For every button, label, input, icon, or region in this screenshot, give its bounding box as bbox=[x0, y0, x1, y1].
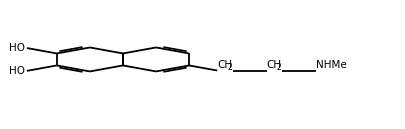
Text: 2: 2 bbox=[227, 63, 232, 72]
Text: HO: HO bbox=[9, 66, 25, 76]
Text: CH: CH bbox=[267, 60, 282, 70]
Text: 2: 2 bbox=[277, 63, 281, 72]
Text: CH: CH bbox=[217, 60, 232, 70]
Text: NHMe: NHMe bbox=[316, 60, 347, 70]
Text: HO: HO bbox=[9, 43, 25, 53]
